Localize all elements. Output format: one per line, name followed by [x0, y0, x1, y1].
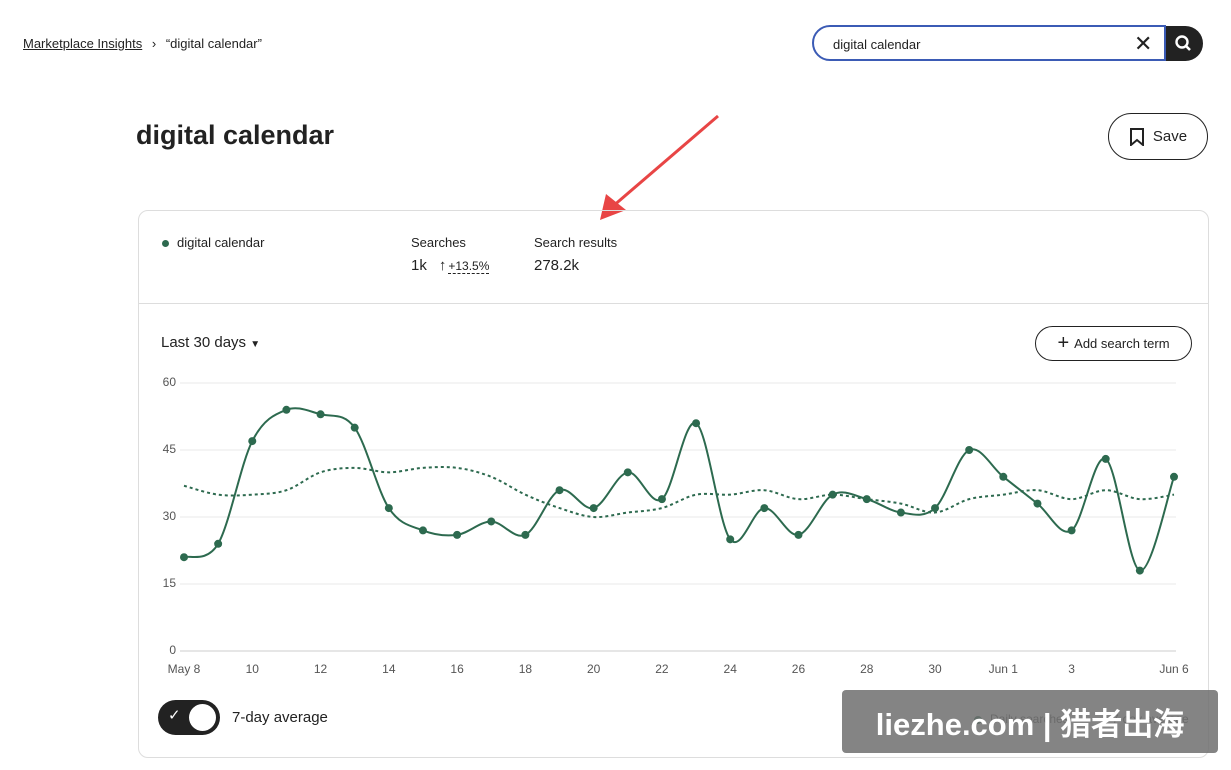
page-heading: digital calendar — [136, 120, 335, 150]
data-point — [589, 504, 598, 513]
series-line — [183, 407, 1175, 572]
data-point — [1033, 499, 1042, 508]
data-point — [453, 530, 462, 539]
data-point — [657, 495, 666, 504]
y-tick-label: 0 — [169, 643, 176, 657]
data-point — [555, 486, 564, 495]
x-tick-label: 20 — [587, 662, 601, 676]
breadcrumb-current: “digital calendar” — [165, 36, 262, 51]
add-term-label: Add search term — [1074, 336, 1170, 351]
x-tick-label: 3 — [1068, 662, 1075, 676]
data-point — [384, 504, 393, 513]
toggle-label: 7-day average — [232, 709, 328, 726]
search-icon — [1175, 35, 1191, 51]
summary-term: digital calendar — [162, 235, 264, 250]
x-tick-label: Jun 1 — [989, 662, 1019, 676]
x-tick-label: 26 — [792, 662, 806, 676]
search-button[interactable] — [1166, 26, 1203, 61]
x-tick-label: 22 — [655, 662, 669, 676]
searches-change[interactable]: +13.5% — [448, 259, 490, 274]
searches-number: 1k — [411, 257, 427, 274]
searches-label: Searches — [411, 235, 466, 250]
annotation-arrow — [600, 114, 719, 220]
x-tick-label: 10 — [246, 662, 260, 676]
data-point — [623, 468, 632, 477]
data-point — [487, 517, 496, 526]
breadcrumb-separator: › — [151, 36, 157, 51]
data-point — [418, 526, 427, 535]
searches-value: 1k ↑ +13.5% — [411, 257, 490, 274]
bookmark-icon — [1129, 127, 1144, 146]
x-tick-label: 16 — [450, 662, 464, 676]
term-label: digital calendar — [177, 235, 265, 250]
x-tick-label: 18 — [519, 662, 533, 676]
data-point — [828, 490, 837, 499]
breadcrumb-link[interactable]: Marketplace Insights — [23, 36, 143, 51]
y-tick-label: 45 — [163, 442, 177, 456]
data-point — [965, 446, 974, 454]
data-point — [316, 410, 325, 419]
x-tick-label: 12 — [314, 662, 328, 676]
results-value: 278.2k — [534, 257, 580, 274]
search-text: digital calendar — [833, 37, 921, 52]
data-point — [692, 419, 701, 428]
y-tick-label: 30 — [163, 509, 177, 523]
data-point — [1135, 566, 1144, 575]
card-divider — [139, 303, 1208, 304]
add-term-button[interactable]: + Add search term — [1035, 326, 1192, 361]
clear-icon[interactable]: ✕ — [1134, 31, 1153, 56]
chart-card — [138, 210, 1209, 758]
average-toggle[interactable]: ✓ — [158, 700, 220, 735]
data-point — [180, 553, 188, 562]
x-tick-label: 24 — [724, 662, 738, 676]
x-tick-label: Jun 6 — [1159, 662, 1189, 676]
data-point — [1170, 472, 1178, 481]
data-point — [1101, 454, 1110, 463]
data-point — [1067, 526, 1076, 535]
data-point — [760, 504, 769, 513]
data-point — [726, 535, 735, 544]
results-label: Search results — [534, 235, 618, 250]
x-tick-label: 14 — [382, 662, 396, 676]
data-point — [282, 405, 291, 414]
breadcrumb: Marketplace Insights › “digital calendar… — [23, 36, 262, 51]
data-point — [214, 539, 223, 548]
save-button[interactable]: Save — [1108, 113, 1208, 160]
x-tick-label: 30 — [928, 662, 942, 676]
save-label: Save — [1152, 128, 1188, 145]
data-point — [999, 472, 1008, 481]
data-point — [248, 437, 257, 446]
search-input[interactable]: digital calendar ✕ — [812, 25, 1166, 61]
series-line — [183, 466, 1175, 519]
range-label: Last 30 days — [161, 334, 247, 351]
x-tick-label: May 8 — [168, 662, 201, 676]
range-selector[interactable]: Last 30 days ▼ — [161, 334, 261, 351]
y-tick-label: 15 — [163, 576, 177, 590]
data-point — [794, 530, 803, 539]
watermark: liezhe.com | 猎者出海 — [842, 690, 1218, 753]
data-point — [521, 530, 530, 539]
data-point — [931, 504, 940, 513]
x-tick-label: 28 — [860, 662, 874, 676]
data-point — [350, 423, 359, 432]
y-tick-label: 60 — [163, 375, 177, 389]
data-point — [896, 508, 905, 517]
